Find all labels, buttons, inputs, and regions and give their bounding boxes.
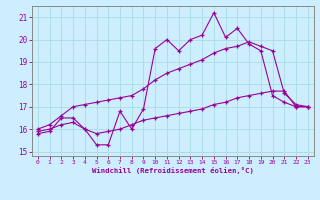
X-axis label: Windchill (Refroidissement éolien,°C): Windchill (Refroidissement éolien,°C) — [92, 167, 254, 174]
